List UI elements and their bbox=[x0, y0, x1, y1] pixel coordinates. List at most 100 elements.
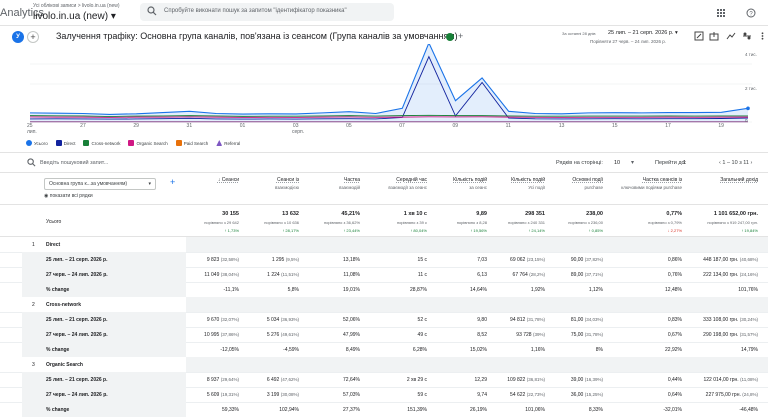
column-title: Частка bbox=[344, 177, 360, 183]
column-title: ↓ Сеанси bbox=[217, 177, 239, 183]
customize-icon[interactable] bbox=[742, 31, 752, 41]
legend-item[interactable]: Усього bbox=[26, 139, 48, 147]
breadcrumb[interactable]: Усі облікові записи > livolo.in.ua (new) bbox=[33, 3, 120, 9]
help-icon[interactable]: ? bbox=[746, 8, 756, 18]
legend-item[interactable]: Paid Search bbox=[175, 139, 208, 147]
legend-swatch bbox=[175, 140, 182, 146]
column-header[interactable]: Кількість подій Усі події bbox=[471, 177, 545, 191]
check-circle-icon[interactable] bbox=[446, 33, 454, 41]
pagination[interactable]: ‹ 1 – 10 з 11 › bbox=[719, 160, 752, 166]
table-cell: 89,00 (37,71%) bbox=[571, 272, 603, 278]
row-label-band bbox=[22, 402, 186, 417]
total-value: 13 632 bbox=[282, 211, 299, 217]
column-header[interactable]: Частка сеансів із ключовими подіями purch… bbox=[608, 177, 682, 191]
column-header[interactable]: Загальний дохід bbox=[684, 177, 758, 184]
property-selector[interactable]: livolo.in.ua (new) ▾ bbox=[33, 11, 116, 22]
compare-range: Порівняти 27 черв. – 24 лип. 2026 р. bbox=[590, 39, 666, 44]
table-cell: 57,03% bbox=[343, 392, 360, 398]
row-label-band bbox=[22, 267, 186, 282]
table-cell: 102,94% bbox=[279, 407, 299, 413]
segment-avatar[interactable]: У bbox=[12, 31, 24, 43]
total-delta: ↑ 80,04% bbox=[410, 228, 427, 233]
divider bbox=[0, 402, 768, 403]
cell-percent: (32,58%) bbox=[220, 257, 239, 262]
table-cell: 27,37% bbox=[343, 407, 360, 413]
table-cell: 3 199 (30,08%) bbox=[267, 392, 299, 398]
share-icon[interactable] bbox=[709, 31, 719, 41]
rows-per-page-select[interactable]: 10 bbox=[614, 160, 621, 166]
table-cell: 1,12% bbox=[588, 287, 603, 293]
cell-value: 10 995 bbox=[204, 332, 221, 338]
divider bbox=[0, 236, 768, 237]
group-name[interactable]: Organic Search bbox=[46, 362, 83, 368]
table-row-label: 25 лип. – 21 серп. 2026 р. bbox=[46, 377, 108, 383]
app-name[interactable]: Analytics bbox=[0, 7, 45, 19]
divider bbox=[0, 204, 768, 205]
table-cell: 0,83% bbox=[667, 317, 682, 323]
chevron-down-icon: ▾ bbox=[110, 11, 116, 22]
table-search-input[interactable]: Введіть пошуковий запит... bbox=[40, 160, 109, 166]
table-cell: 81,00 (34,03%) bbox=[571, 317, 603, 323]
chart-legend: Усього Direct Cross-network Organic Search P… bbox=[26, 139, 240, 147]
dimension-select[interactable]: Основна група к...за умовчанням) ▾ bbox=[44, 178, 156, 190]
search-input[interactable]: Спробуйте виконати пошук за запитом "іде… bbox=[140, 3, 394, 21]
total-value: 45,21% bbox=[341, 211, 360, 217]
table-cell: 9 670 (32,07%) bbox=[207, 317, 239, 323]
cell-value: 5 609 bbox=[206, 392, 221, 398]
row-number: 2 bbox=[32, 302, 35, 308]
table-cell: 5 276 (49,61%) bbox=[267, 332, 299, 338]
cell-percent: (49,61%) bbox=[280, 332, 299, 337]
next-page-icon[interactable]: › bbox=[750, 160, 753, 166]
column-header[interactable]: Середній час взаємодії за сеанс bbox=[353, 177, 427, 191]
group-name[interactable]: Cross-network bbox=[46, 302, 82, 308]
table-cell: 72,64% bbox=[343, 377, 360, 383]
table-cell: 52,06% bbox=[343, 317, 360, 323]
prev-page-icon[interactable]: ‹ bbox=[719, 160, 721, 166]
group-header-band bbox=[186, 297, 768, 312]
column-header[interactable]: Основні події purchase bbox=[529, 177, 603, 191]
cell-value: 5 034 bbox=[266, 317, 281, 323]
legend-item[interactable]: Referral bbox=[216, 139, 240, 147]
cell-value: 3 199 bbox=[266, 392, 281, 398]
date-range-picker[interactable]: 25 лип. – 21 серп. 2026 р. ▾ bbox=[608, 30, 678, 36]
chevron-down-icon[interactable]: ▾ bbox=[631, 160, 635, 166]
table-cell: 0,76% bbox=[667, 272, 682, 278]
add-comparison-button[interactable]: + bbox=[27, 31, 39, 43]
column-header[interactable]: Частка взаємодій bbox=[286, 177, 360, 191]
table-cell: 54 622 (22,73%) bbox=[510, 392, 545, 398]
column-subtitle: ключовими подіями purchase bbox=[621, 185, 682, 190]
row-label-band bbox=[22, 252, 186, 267]
edit-icon[interactable] bbox=[694, 31, 704, 41]
x-tick-label: 05 bbox=[346, 123, 352, 129]
table-cell: 59 с bbox=[417, 392, 427, 398]
total-delta: ↑ 23,44% bbox=[343, 228, 360, 233]
search-placeholder: Спробуйте виконати пошук за запитом "іде… bbox=[164, 8, 347, 14]
total-compare: порівняно з 240 331 bbox=[508, 220, 545, 225]
date-range: 25 лип. – 21 серп. 2026 р. bbox=[608, 30, 674, 36]
table-cell: 0,67% bbox=[667, 332, 682, 338]
apps-grid-icon[interactable] bbox=[716, 8, 726, 18]
legend-item[interactable]: Cross-network bbox=[83, 139, 120, 147]
table-cell: 67 764 (28,2%) bbox=[513, 272, 545, 278]
table-row-label: 27 черв. – 24 лип. 2026 р. bbox=[46, 392, 108, 398]
total-value: 238,00 bbox=[586, 211, 603, 217]
cell-value: 89,00 bbox=[570, 272, 585, 278]
table-cell: 14,79% bbox=[741, 347, 758, 353]
legend-item[interactable]: Organic Search bbox=[128, 139, 168, 147]
column-header[interactable]: ↓ Сеанси bbox=[165, 177, 239, 184]
more-icon[interactable] bbox=[758, 31, 767, 41]
add-icon[interactable]: + bbox=[458, 31, 464, 41]
legend-item[interactable]: Direct bbox=[55, 139, 75, 147]
table-cell: 9,74 bbox=[477, 392, 487, 398]
column-header[interactable]: Кількість подій за сеанс bbox=[413, 177, 487, 191]
legend-label: Cross-network bbox=[91, 140, 121, 146]
show-all-rows-toggle[interactable]: ◉ показати всі рядки bbox=[44, 193, 93, 199]
x-tick-label: 27 bbox=[80, 123, 86, 129]
series-line-cross-network bbox=[29, 114, 748, 117]
table-cell: 11 049 (38,04%) bbox=[204, 272, 239, 278]
insights-icon[interactable] bbox=[726, 31, 736, 41]
goto-input[interactable]: 1 bbox=[683, 160, 687, 166]
group-name[interactable]: Direct bbox=[46, 242, 61, 248]
add-dimension-button[interactable]: + bbox=[170, 177, 176, 187]
column-header[interactable]: Сеанси із взаємодією bbox=[225, 177, 299, 191]
